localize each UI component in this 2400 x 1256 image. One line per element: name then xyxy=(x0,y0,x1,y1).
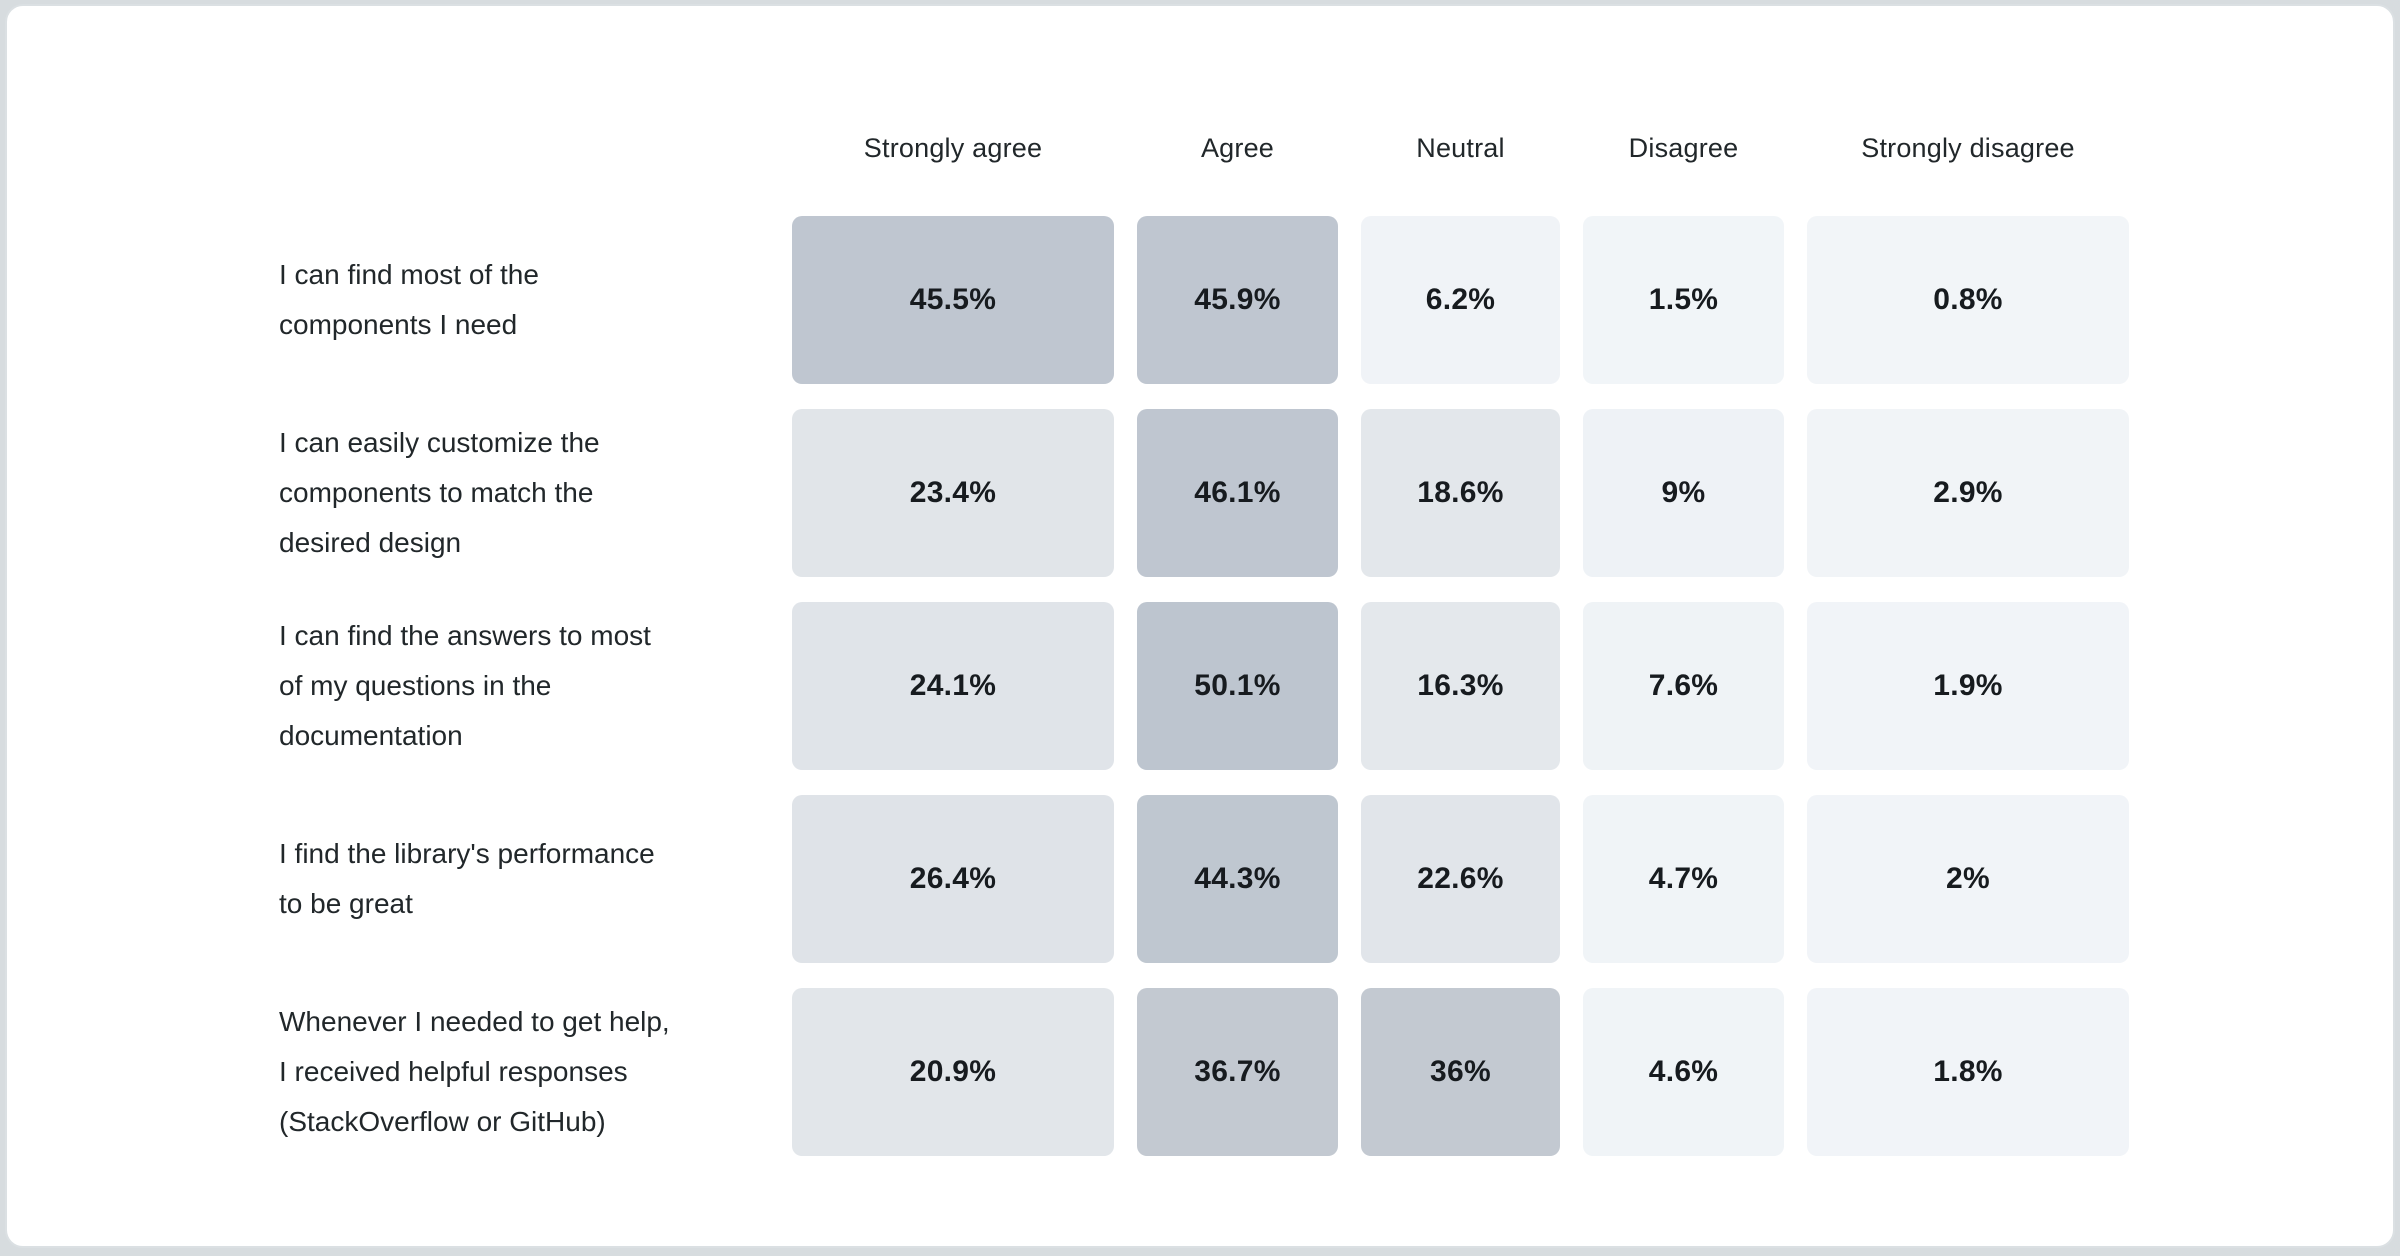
heatmap-cell: 1.9% xyxy=(1807,602,2129,770)
heatmap-cell: 1.8% xyxy=(1807,988,2129,1156)
heatmap-cell: 7.6% xyxy=(1583,602,1784,770)
row-label-library-performance: I find the library's performance to be g… xyxy=(279,838,655,919)
heatmap-cell: 2.9% xyxy=(1807,409,2129,577)
heatmap-cell: 20.9% xyxy=(792,988,1114,1156)
column-header-neutral: Neutral xyxy=(1416,133,1505,163)
survey-results-card: Strongly agree Agree Neutral Disagree St… xyxy=(5,4,2395,1248)
heatmap-cell: 45.5% xyxy=(792,216,1114,384)
heatmap-cell: 44.3% xyxy=(1137,795,1338,963)
heatmap-cell: 26.4% xyxy=(792,795,1114,963)
heatmap-cell: 4.7% xyxy=(1583,795,1784,963)
heatmap-cell: 36% xyxy=(1361,988,1560,1156)
heatmap-cell: 6.2% xyxy=(1361,216,1560,384)
heatmap-cell: 4.6% xyxy=(1583,988,1784,1156)
row-label-find-components: I can find most of the components I need xyxy=(279,259,539,340)
heatmap-cell: 0.8% xyxy=(1807,216,2129,384)
corner-spacer xyxy=(279,106,769,191)
column-header-agree: Agree xyxy=(1200,133,1275,163)
heatmap-cell: 50.1% xyxy=(1137,602,1338,770)
column-header-strongly-agree: Strongly agree xyxy=(863,133,1043,163)
heatmap-cell: 2% xyxy=(1807,795,2129,963)
heatmap-cell: 24.1% xyxy=(792,602,1114,770)
heatmap-cell: 9% xyxy=(1583,409,1784,577)
heatmap-cell: 16.3% xyxy=(1361,602,1560,770)
row-label-customize-components: I can easily customize the components to… xyxy=(279,427,600,558)
row-label-documentation-answers: I can find the answers to most of my que… xyxy=(279,620,651,751)
column-header-strongly-disagree: Strongly disagree xyxy=(1861,133,2075,163)
heatmap-cell: 22.6% xyxy=(1361,795,1560,963)
heatmap-cell: 45.9% xyxy=(1137,216,1338,384)
heatmap-cell: 23.4% xyxy=(792,409,1114,577)
row-label-helpful-responses: Whenever I needed to get help, I receive… xyxy=(279,1006,670,1137)
heatmap-cell: 18.6% xyxy=(1361,409,1560,577)
likert-heatmap: Strongly agree Agree Neutral Disagree St… xyxy=(279,106,2129,1156)
heatmap-cell: 46.1% xyxy=(1137,409,1338,577)
heatmap-cell: 1.5% xyxy=(1583,216,1784,384)
heatmap-cell: 36.7% xyxy=(1137,988,1338,1156)
column-header-disagree: Disagree xyxy=(1628,133,1739,163)
